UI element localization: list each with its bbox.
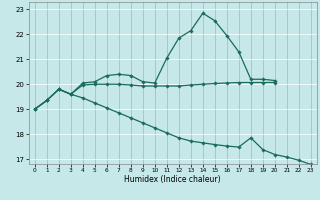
X-axis label: Humidex (Indice chaleur): Humidex (Indice chaleur): [124, 175, 221, 184]
